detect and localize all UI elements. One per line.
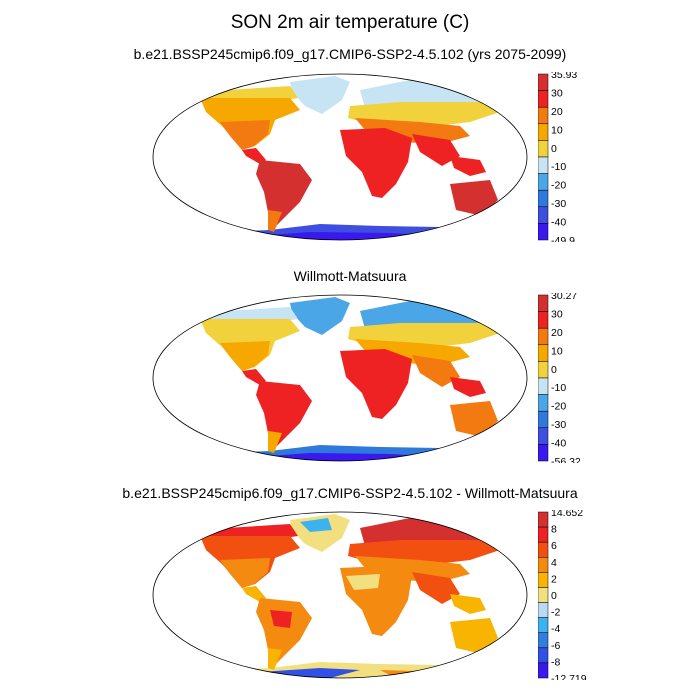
colorbar-cell [538, 647, 549, 664]
colorbar-cell [538, 427, 549, 445]
colorbar-label: 20 [551, 106, 563, 118]
colorbar-cell [538, 223, 549, 241]
colorbar-label: 10 [551, 345, 563, 357]
colorbar-label: -12.719 [551, 673, 587, 680]
colorbar-cell [538, 394, 549, 412]
colorbar-cell [538, 123, 549, 141]
colorbar-label: 8 [551, 524, 557, 536]
panel-2-colorbar: 30.27 30 20 10 0 -10 -20 -30 -40 -56.32 [538, 293, 581, 463]
colorbar-label: -56.32 [551, 456, 581, 463]
colorbar-cell [538, 541, 549, 558]
colorbar-label: -2 [551, 607, 560, 619]
panel-1-colorbar: 35.93 30 20 10 0 -10 -20 -30 -40 -49.9 [538, 72, 577, 242]
colorbar-cell [538, 140, 549, 158]
colorbar-label: -30 [551, 198, 566, 210]
panel-2-map [152, 294, 528, 462]
colorbar-label: 0 [551, 590, 557, 602]
colorbar-label: -20 [551, 180, 566, 192]
colorbar-label: 35.93 [551, 72, 577, 81]
colorbar-cell [538, 602, 549, 618]
colorbar-cell [538, 73, 549, 91]
panel-1-map [152, 73, 528, 241]
colorbar-label: -10 [551, 382, 566, 394]
colorbar-cell [538, 173, 549, 191]
colorbar-cell [538, 90, 549, 108]
colorbar-cell [538, 587, 549, 603]
panel-3-land [190, 514, 512, 678]
colorbar-label: -40 [551, 217, 566, 229]
colorbar-cell [538, 294, 549, 312]
colorbar-cell [538, 444, 549, 462]
colorbar-cell [538, 156, 549, 174]
colorbar-label: 4 [551, 557, 557, 569]
colorbar-cell [538, 327, 549, 346]
colorbar-label: -49.9 [551, 235, 575, 242]
colorbar-label: 10 [551, 124, 563, 136]
colorbar-label: 0 [551, 364, 557, 376]
colorbar-cell [538, 617, 549, 633]
panel-3-colorbar: 14.652 8 6 4 2 0 -2 -4 -6 -8 -12.719 [538, 510, 587, 680]
colorbar-label: -6 [551, 640, 560, 652]
colorbar-cell [538, 311, 549, 329]
colorbar-label: -40 [551, 438, 566, 450]
colorbar-label: 0 [551, 143, 557, 155]
colorbar-cell [538, 557, 549, 573]
colorbar-cell [538, 572, 549, 588]
panel-3-title: b.e21.BSSP245cmip6.f09_g17.CMIP6-SSP2-4.… [122, 485, 578, 501]
colorbar-cell [538, 106, 549, 125]
colorbar-cell [538, 377, 549, 395]
panel-3-map [152, 511, 528, 679]
colorbar-label: -30 [551, 419, 566, 431]
colorbar-label: -4 [551, 623, 560, 635]
colorbar-cell [538, 632, 549, 649]
colorbar-label: 20 [551, 327, 563, 339]
colorbar-cell [538, 662, 549, 679]
panel-2-title: Willmott-Matsuura [293, 268, 407, 284]
colorbar-cell [538, 410, 549, 429]
colorbar-label: -20 [551, 401, 566, 413]
colorbar-label: 2 [551, 573, 557, 585]
colorbar-label: -10 [551, 161, 566, 173]
colorbar-label: 14.652 [551, 510, 583, 519]
colorbar-label: 30 [551, 87, 563, 99]
colorbar-cell [538, 526, 549, 543]
colorbar-cell [538, 344, 549, 362]
colorbar-label: 30 [551, 308, 563, 320]
colorbar-label: 30.27 [551, 293, 577, 302]
colorbar-label: 6 [551, 540, 557, 552]
colorbar-cell [538, 206, 549, 224]
panel-1-title: b.e21.BSSP245cmip6.f09_g17.CMIP6-SSP2-4.… [133, 46, 567, 62]
panel-2-land [190, 297, 512, 461]
main-title: SON 2m air temperature (C) [230, 12, 470, 33]
colorbar-cell [538, 189, 549, 208]
colorbar-cell [538, 511, 549, 528]
panel-1-land [190, 76, 512, 240]
colorbar-cell [538, 361, 549, 379]
colorbar-label: -8 [551, 656, 560, 668]
